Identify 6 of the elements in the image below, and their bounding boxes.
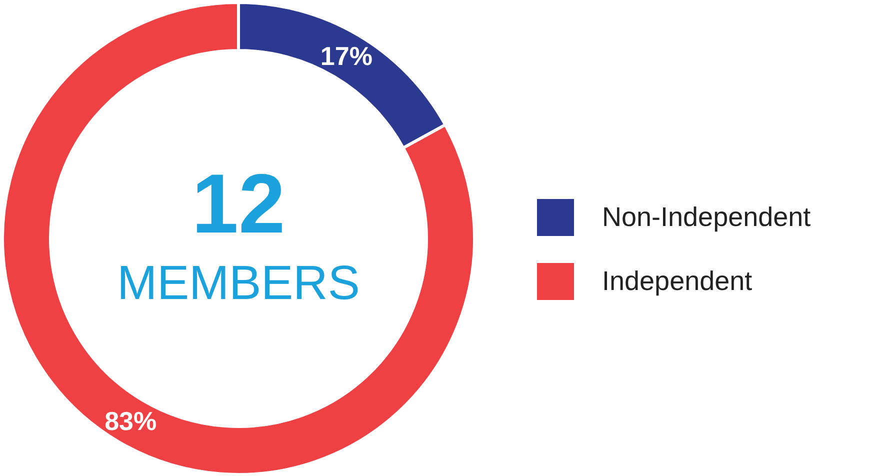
- legend-label: Non-Independent: [602, 202, 811, 232]
- text: 12: [192, 156, 286, 250]
- text: MEMBERS: [117, 257, 360, 310]
- data-label: 83%: [104, 406, 157, 436]
- legend-label: Independent: [602, 266, 752, 296]
- data-label: 17%: [320, 41, 372, 72]
